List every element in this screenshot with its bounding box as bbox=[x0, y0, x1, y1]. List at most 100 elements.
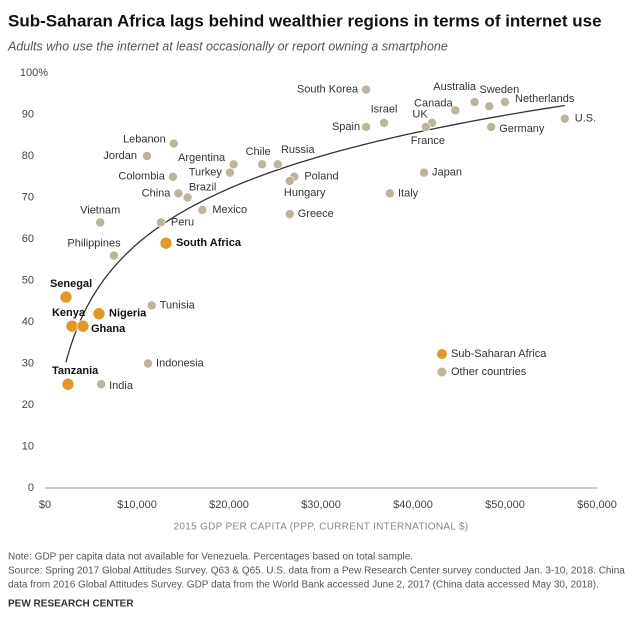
point-label: Nigeria bbox=[109, 308, 147, 320]
point-label: U.S. bbox=[575, 113, 596, 125]
point bbox=[484, 101, 495, 111]
y-tick-label: 0 bbox=[28, 482, 34, 494]
y-tick-label: 30 bbox=[22, 357, 34, 369]
y-tick-label: 80 bbox=[22, 150, 34, 162]
point-label: Tunisia bbox=[160, 299, 196, 311]
x-tick-label: $20,000 bbox=[209, 499, 249, 511]
point-label: South Korea bbox=[297, 84, 359, 96]
y-tick-label: 40 bbox=[22, 316, 34, 328]
point-label: Colombia bbox=[118, 171, 165, 183]
point-label: India bbox=[109, 380, 134, 392]
point-label: South Africa bbox=[176, 237, 242, 249]
point-label: Canada bbox=[414, 97, 453, 109]
point-label: China bbox=[142, 187, 172, 199]
point bbox=[419, 167, 429, 178]
point-label: Ghana bbox=[91, 323, 126, 335]
point bbox=[95, 217, 105, 228]
point bbox=[96, 379, 106, 390]
point bbox=[559, 113, 570, 124]
point bbox=[59, 290, 73, 304]
point bbox=[168, 171, 178, 182]
x-tick-label: $10,000 bbox=[117, 499, 157, 511]
point-label: Indonesia bbox=[156, 357, 205, 369]
point-label: Russia bbox=[281, 144, 316, 156]
point-label: Brazil bbox=[189, 181, 217, 193]
x-tick-label: $40,000 bbox=[393, 499, 433, 511]
point bbox=[450, 105, 461, 116]
point-label: Spain bbox=[332, 121, 360, 133]
x-tick-label: $0 bbox=[39, 499, 51, 511]
y-tick-label: 70 bbox=[22, 191, 34, 203]
point-label: Germany bbox=[499, 123, 545, 135]
note: Note: GDP per capita data not available … bbox=[8, 552, 413, 563]
point bbox=[173, 188, 184, 199]
point-label: Netherlands bbox=[515, 93, 575, 105]
x-tick-label: $60,000 bbox=[577, 499, 617, 511]
point bbox=[142, 151, 152, 161]
point bbox=[109, 250, 119, 261]
y-tick-label: 20 bbox=[22, 399, 34, 411]
point-label: Vietnam bbox=[80, 204, 120, 216]
point bbox=[65, 319, 79, 333]
point-label: UK bbox=[412, 109, 428, 121]
point bbox=[76, 319, 90, 333]
point bbox=[284, 176, 295, 186]
point bbox=[61, 377, 75, 391]
x-axis-label: 2015 GDP PER CAPITA (PPP, CURRENT INTERN… bbox=[174, 522, 469, 533]
point bbox=[486, 122, 497, 132]
trend-line bbox=[65, 104, 565, 363]
legend-marker bbox=[437, 367, 447, 377]
point bbox=[92, 307, 106, 321]
point bbox=[421, 122, 431, 132]
y-tick-label: 60 bbox=[22, 233, 34, 245]
point bbox=[143, 358, 153, 369]
point-label: Australia bbox=[433, 81, 477, 93]
point-label: Greece bbox=[298, 208, 334, 220]
y-tick-label: 100% bbox=[20, 67, 48, 79]
point bbox=[182, 192, 193, 203]
point bbox=[361, 84, 371, 95]
point bbox=[379, 118, 389, 128]
point-label: Hungary bbox=[284, 187, 326, 199]
point bbox=[225, 167, 235, 178]
point-label: Poland bbox=[304, 171, 338, 183]
point bbox=[257, 159, 267, 170]
point-label: Mexico bbox=[212, 204, 247, 216]
y-tick-label: 10 bbox=[22, 440, 34, 452]
point-label: Lebanon bbox=[123, 133, 166, 145]
point-label: France bbox=[411, 135, 445, 147]
point bbox=[228, 159, 239, 170]
point bbox=[272, 159, 283, 170]
point bbox=[284, 209, 295, 219]
point-label: Italy bbox=[398, 187, 419, 199]
footer: PEW RESEARCH CENTER bbox=[8, 599, 134, 610]
legend-label: Other countries bbox=[451, 366, 527, 378]
point bbox=[500, 97, 510, 107]
point bbox=[385, 188, 395, 199]
point bbox=[361, 122, 371, 132]
source: Source: Spring 2017 Global Attitudes Sur… bbox=[8, 566, 625, 577]
point bbox=[146, 300, 157, 311]
point-label: Tanzania bbox=[52, 365, 99, 377]
point bbox=[469, 97, 480, 107]
point-label: Israel bbox=[371, 104, 398, 116]
point bbox=[197, 205, 208, 215]
point-label: Turkey bbox=[189, 167, 223, 179]
point-label: Sweden bbox=[479, 84, 519, 96]
point-label: Peru bbox=[171, 216, 194, 228]
legend-marker bbox=[437, 349, 447, 359]
point-label: Chile bbox=[246, 146, 271, 158]
source: data from 2016 Global Attitudes Survey. … bbox=[8, 580, 599, 591]
point bbox=[169, 138, 179, 149]
point-label: Jordan bbox=[103, 150, 137, 162]
point bbox=[159, 236, 173, 250]
y-tick-label: 90 bbox=[22, 108, 34, 120]
y-tick-label: 50 bbox=[22, 274, 34, 286]
point-label: Philippines bbox=[67, 238, 121, 250]
chart-subtitle: Adults who use the internet at least occ… bbox=[7, 39, 448, 53]
point-label: Senegal bbox=[50, 278, 92, 290]
legend-label: Sub-Saharan Africa bbox=[451, 348, 547, 360]
x-tick-label: $30,000 bbox=[301, 499, 341, 511]
point-label: Japan bbox=[432, 167, 462, 179]
